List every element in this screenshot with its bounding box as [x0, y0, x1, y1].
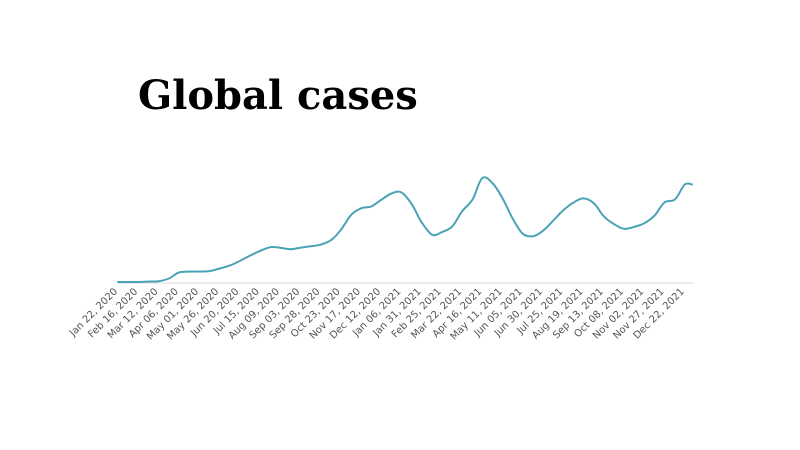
data-point [189, 271, 191, 273]
data-point [502, 197, 504, 199]
data-point [431, 234, 433, 236]
data-point [674, 198, 676, 200]
data-point [319, 244, 321, 246]
data-point [218, 268, 220, 270]
data-point [391, 192, 393, 194]
data-point [168, 278, 170, 280]
data-point [400, 191, 402, 193]
data-point [492, 183, 494, 185]
data-point [411, 203, 413, 205]
data-point [643, 222, 645, 224]
data-point [481, 177, 483, 179]
data-point [421, 221, 423, 223]
data-point [553, 219, 555, 221]
data-point [593, 202, 595, 204]
data-point [117, 281, 119, 283]
data-point [522, 233, 524, 235]
data-point [279, 247, 281, 249]
data-point [259, 250, 261, 252]
data-point [340, 229, 342, 231]
data-point [238, 260, 240, 262]
data-point [269, 246, 271, 248]
data-point [512, 218, 514, 220]
data-point [229, 265, 231, 267]
data-point [149, 281, 151, 283]
data-point [137, 281, 139, 283]
data-point [664, 201, 666, 203]
data-point [299, 247, 301, 249]
data-point [289, 248, 291, 250]
data-point [178, 272, 180, 274]
data-point [542, 230, 544, 232]
data-point [209, 270, 211, 272]
data-point [380, 199, 382, 201]
series-line [117, 176, 693, 284]
data-point [472, 198, 474, 200]
data-point [562, 209, 564, 211]
data-point [623, 228, 625, 230]
data-point [573, 201, 575, 203]
data-point [350, 214, 352, 216]
data-point [583, 197, 585, 199]
chart-title: Global cases [138, 72, 418, 119]
data-point [125, 281, 127, 283]
data-point [310, 245, 312, 247]
data-point [249, 255, 251, 257]
data-point [441, 231, 443, 233]
data-point [532, 235, 534, 237]
data-point [370, 205, 372, 207]
data-point [634, 226, 636, 228]
data-point [461, 210, 463, 212]
data-point [684, 184, 686, 186]
data-points [117, 177, 693, 283]
data-point [691, 184, 693, 186]
data-point [613, 223, 615, 225]
data-point [603, 215, 605, 217]
data-point [198, 271, 200, 273]
data-point [360, 207, 362, 209]
data-point [158, 280, 160, 282]
data-point [451, 225, 453, 227]
data-point [330, 239, 332, 241]
data-point [654, 214, 656, 216]
